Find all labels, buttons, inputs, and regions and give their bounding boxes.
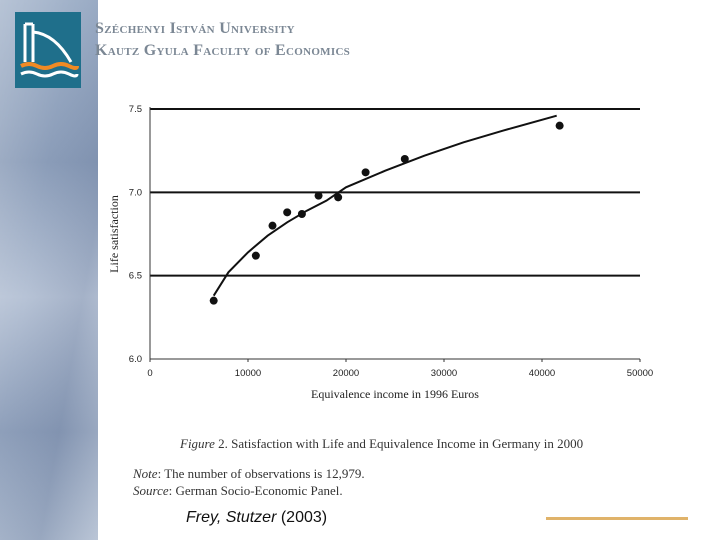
- y-tick-label: 7.0: [129, 187, 142, 198]
- figure-caption: Figure 2. Satisfaction with Life and Equ…: [180, 436, 583, 452]
- data-point: [251, 251, 260, 260]
- data-point: [297, 210, 306, 218]
- note-label: Note: [133, 466, 158, 481]
- faculty-name: Kautz Gyula Faculty of Economics: [95, 42, 351, 59]
- caption-label: Figure: [180, 436, 215, 451]
- gridlines: [150, 108, 640, 277]
- x-tick-label: 0: [147, 368, 152, 379]
- university-name: Széchenyi István University: [95, 20, 295, 37]
- university-logo: [15, 12, 81, 88]
- data-point: [361, 168, 370, 177]
- x-tick-label: 30000: [431, 368, 457, 379]
- x-tick-label: 20000: [333, 368, 359, 379]
- data-point: [334, 193, 343, 202]
- figure-source: Source: German Socio-Economic Panel.: [133, 483, 343, 499]
- figure-panel: [98, 78, 672, 504]
- caption-text: 2. Satisfaction with Life and Equivalenc…: [218, 436, 584, 451]
- data-point: [400, 155, 409, 163]
- y-tick-label: 6.5: [129, 271, 142, 282]
- source-text: : German Socio-Economic Panel.: [168, 483, 343, 498]
- data-point: [555, 121, 564, 130]
- data-point: [314, 191, 323, 200]
- source-label: Source: [133, 483, 169, 498]
- citation: Frey, Stutzer (2003): [186, 509, 327, 527]
- accent-bar: [546, 517, 688, 520]
- note-text: : The number of observations is 12,979.: [157, 466, 365, 481]
- y-tick-label: 7.5: [129, 104, 142, 115]
- citation-year: (2003): [280, 509, 328, 526]
- axes: [149, 107, 641, 362]
- satisfaction-income-chart: 6.0 6.5 7.0 7.5 0 10000 20000 30000 40000 50000 E…: [107, 104, 653, 401]
- data-point: [268, 221, 277, 230]
- citation-authors: Frey, Stutzer: [186, 509, 277, 526]
- data-points: [209, 121, 564, 305]
- figure-note: Note: The number of observations is 12,9…: [133, 466, 365, 482]
- x-axis-title: Equivalence income in 1996 Euros: [311, 387, 479, 401]
- fitted-curve: [212, 114, 557, 297]
- tick-labels: 6.0 6.5 7.0 7.5 0 10000 20000 30000 40000 50000: [129, 104, 653, 379]
- decorative-sidebar: [0, 0, 98, 540]
- x-tick-label: 50000: [627, 368, 653, 379]
- y-axis-title: Life satisfaction: [107, 195, 121, 273]
- x-tick-label: 40000: [529, 368, 555, 379]
- data-point: [283, 208, 292, 217]
- y-tick-label: 6.0: [129, 354, 142, 365]
- x-tick-label: 10000: [235, 368, 261, 379]
- data-point: [209, 296, 218, 305]
